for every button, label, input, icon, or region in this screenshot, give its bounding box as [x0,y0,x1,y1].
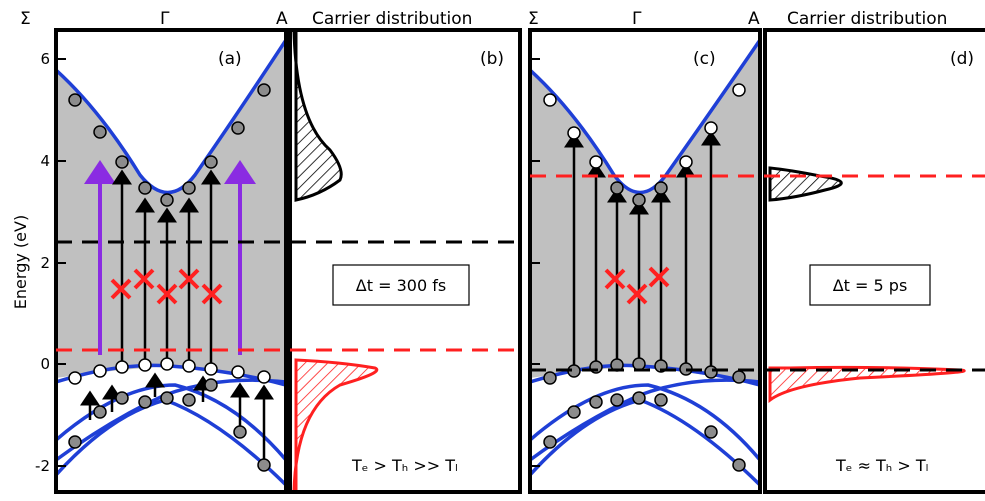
k-label-sigma: Σ [528,9,539,29]
panel-a: Σ Γ A [20,9,288,494]
y-tick-label: 4 [40,152,50,170]
panel-title: Carrier distribution [787,9,947,29]
panel-b-frame [288,28,522,494]
energy-levels [56,174,985,372]
delay-label: Δt = 5 ps [833,276,908,295]
y-tick-label: -2 [35,457,50,475]
electron-distribution [292,30,343,202]
k-label-sigma: Σ [20,9,31,29]
valence-band [530,378,760,462]
delay-box [332,264,470,306]
panel-letter: (c) [693,49,716,69]
delay-label: Δt = 300 fs [356,276,446,295]
panel-letter: (b) [480,49,504,69]
y-axis-label: Energy (eV) [11,215,30,309]
panel-a-frame [54,28,288,494]
tick-marks [56,58,540,467]
hole-distribution [292,358,379,492]
y-tick-label: 6 [40,50,50,68]
k-label-a: A [276,9,288,29]
y-tick-label: 2 [40,254,50,272]
temperature-relation: Tₑ ≈ Tₕ > Tₗ [835,456,928,475]
band-dots [543,357,746,472]
conduction-band [530,39,760,195]
valence-band [56,378,286,462]
k-label-a: A [748,9,760,29]
scattering-crosses [604,266,670,305]
delay-box [809,264,931,306]
panel-d-frame [763,28,985,494]
panel-title: Carrier distribution [312,9,472,29]
band-dots [68,378,271,472]
hole-dots [543,83,746,169]
panel-letter: (a) [218,49,242,69]
k-label-gamma: Γ [632,9,642,29]
panel-d: Carrier distribution (d) Δt = 5 ps Tₑ ≈ … [763,9,985,494]
y-axis: Energy (eV) 6 4 2 0 -2 [11,50,50,475]
scattering-crosses [110,268,223,305]
temperature-relation: Tₑ > Tₕ >> Tₗ [351,456,458,475]
conduction-band [56,39,286,195]
panel-c-frame [528,28,762,494]
y-tick-label: 0 [40,355,50,373]
hole-distribution [768,365,966,403]
hole-dots [68,357,271,385]
panel-letter: (d) [950,49,974,69]
electron-dots [610,181,668,207]
electron-distribution [768,166,843,202]
panel-c: Σ Γ A [528,9,762,494]
electron-dots [68,83,271,207]
panel-b: Carrier distribution (b) Δt = 300 fs Tₑ … [288,9,522,494]
k-label-gamma: Γ [160,9,170,29]
